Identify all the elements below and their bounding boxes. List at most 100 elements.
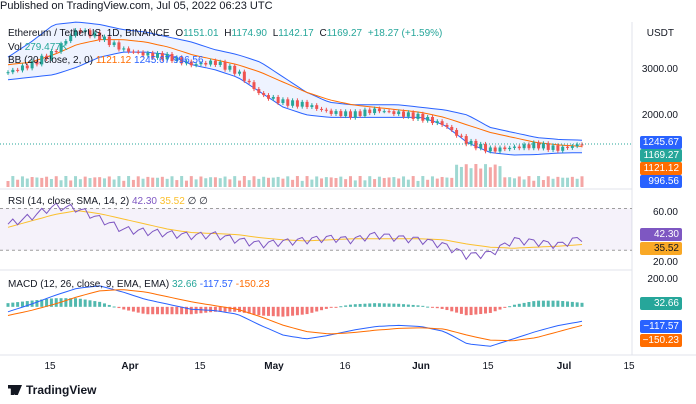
volume-bar bbox=[527, 176, 531, 187]
candle-body bbox=[508, 147, 512, 150]
macd-histogram-bar bbox=[392, 303, 396, 307]
macd-histogram-bar bbox=[286, 306, 290, 317]
macd-histogram-bar bbox=[276, 306, 280, 317]
volume-bar bbox=[387, 177, 391, 187]
macd-histogram-bar bbox=[112, 306, 116, 308]
macd-histogram-bar bbox=[151, 306, 155, 315]
macd-histogram-bar bbox=[262, 306, 266, 316]
volume-bar bbox=[315, 176, 319, 187]
candle-body bbox=[484, 143, 488, 152]
candle-body bbox=[479, 143, 483, 149]
candle-body bbox=[430, 116, 434, 124]
bb-basis-badge: 1121.12 bbox=[640, 162, 682, 175]
volume-bar bbox=[363, 180, 367, 187]
candle-body bbox=[503, 147, 507, 150]
macd-histogram-bar bbox=[281, 306, 285, 317]
footer-brand: TradingView bbox=[26, 383, 97, 397]
candle-body bbox=[570, 146, 574, 148]
candle-body bbox=[324, 109, 328, 111]
candle-body bbox=[440, 121, 444, 125]
volume-bar bbox=[93, 177, 97, 187]
volume-bar bbox=[566, 177, 570, 187]
macd-histogram-bar bbox=[93, 301, 97, 307]
signal-value: -150.23 bbox=[235, 279, 270, 290]
macd-histogram-bar bbox=[435, 306, 439, 309]
candle-body bbox=[209, 60, 213, 65]
macd-histogram-bar bbox=[107, 304, 111, 307]
candle-body bbox=[368, 109, 372, 114]
close-label: C bbox=[319, 28, 327, 39]
candle-body bbox=[339, 111, 343, 117]
macd-histogram-bar bbox=[541, 300, 545, 307]
macd-histogram-bar bbox=[406, 304, 410, 307]
macd-histogram-bar bbox=[64, 298, 68, 307]
rsi-value: 42.30 bbox=[131, 196, 157, 207]
rsi-badge: 42.30 bbox=[640, 228, 682, 241]
volume-bar bbox=[459, 166, 463, 187]
candle-body bbox=[561, 146, 565, 151]
volume-bar bbox=[83, 176, 87, 187]
macd-histogram-bar bbox=[344, 305, 348, 307]
candle-body bbox=[266, 95, 270, 99]
volume-bar bbox=[228, 179, 232, 187]
candle-body bbox=[358, 111, 362, 116]
candle-body bbox=[25, 65, 29, 69]
macd-tick-200: 200.00 bbox=[647, 274, 678, 285]
symbol-name: Ethereum / TetherUS, 1D, BINANCE bbox=[8, 28, 170, 39]
open-value: 1151.01 bbox=[183, 28, 219, 39]
candle-body bbox=[69, 35, 73, 42]
low-value: 1142.17 bbox=[278, 28, 314, 39]
volume-bar bbox=[324, 177, 328, 187]
volume-bar bbox=[464, 164, 468, 187]
tv-logo-icon bbox=[8, 385, 22, 395]
volume-bar bbox=[556, 176, 560, 187]
volume-bar bbox=[522, 179, 526, 187]
candle-body bbox=[16, 69, 20, 71]
volume-bar bbox=[546, 176, 550, 187]
candle-body bbox=[353, 111, 357, 118]
volume-bar bbox=[334, 178, 338, 187]
candle-body bbox=[271, 96, 275, 99]
volume-bar bbox=[257, 178, 261, 187]
volume-bar bbox=[368, 176, 372, 187]
candle-body bbox=[40, 55, 44, 65]
candle-body bbox=[522, 144, 526, 149]
candle-body bbox=[435, 121, 439, 124]
macd-histogram-bar bbox=[88, 300, 92, 307]
volume-bar bbox=[160, 176, 164, 187]
bb-label: BB (20, close, 2, 0) bbox=[8, 55, 94, 66]
candle-body bbox=[233, 65, 237, 74]
bb-basis-value: 1121.12 bbox=[95, 55, 132, 66]
bb-upper-badge: 1245.67 bbox=[639, 136, 682, 149]
macd-badge: −117.57 bbox=[640, 320, 682, 333]
macd-histogram-bar bbox=[127, 306, 131, 311]
volume-bar bbox=[107, 176, 111, 187]
candle-body bbox=[102, 36, 106, 40]
volume-bar bbox=[117, 176, 121, 187]
volume-bar bbox=[74, 176, 78, 187]
macd-histogram-bar bbox=[54, 298, 58, 307]
volume-bar bbox=[131, 179, 135, 187]
volume-bar bbox=[276, 176, 280, 187]
volume-bar bbox=[430, 176, 434, 187]
macd-histogram-bar bbox=[464, 306, 468, 316]
tradingview-logo[interactable]: TradingView bbox=[8, 383, 96, 397]
volume-bar bbox=[6, 181, 10, 187]
candle-body bbox=[276, 96, 280, 104]
candle-body bbox=[146, 52, 150, 56]
volume-bar bbox=[406, 179, 410, 187]
volume-bar bbox=[291, 179, 295, 187]
candle-body bbox=[551, 145, 555, 150]
close-value: 1169.27 bbox=[326, 28, 363, 39]
macd-histogram-bar bbox=[474, 306, 478, 315]
macd-histogram-bar bbox=[469, 306, 473, 316]
candle-body bbox=[93, 32, 97, 37]
open-label: O bbox=[175, 28, 184, 39]
candle-body bbox=[252, 82, 256, 90]
volume-bar bbox=[411, 176, 415, 187]
candle-body bbox=[320, 108, 324, 110]
volume-bar bbox=[450, 177, 454, 187]
volume-bar bbox=[180, 176, 184, 187]
volume-bar bbox=[416, 180, 420, 187]
